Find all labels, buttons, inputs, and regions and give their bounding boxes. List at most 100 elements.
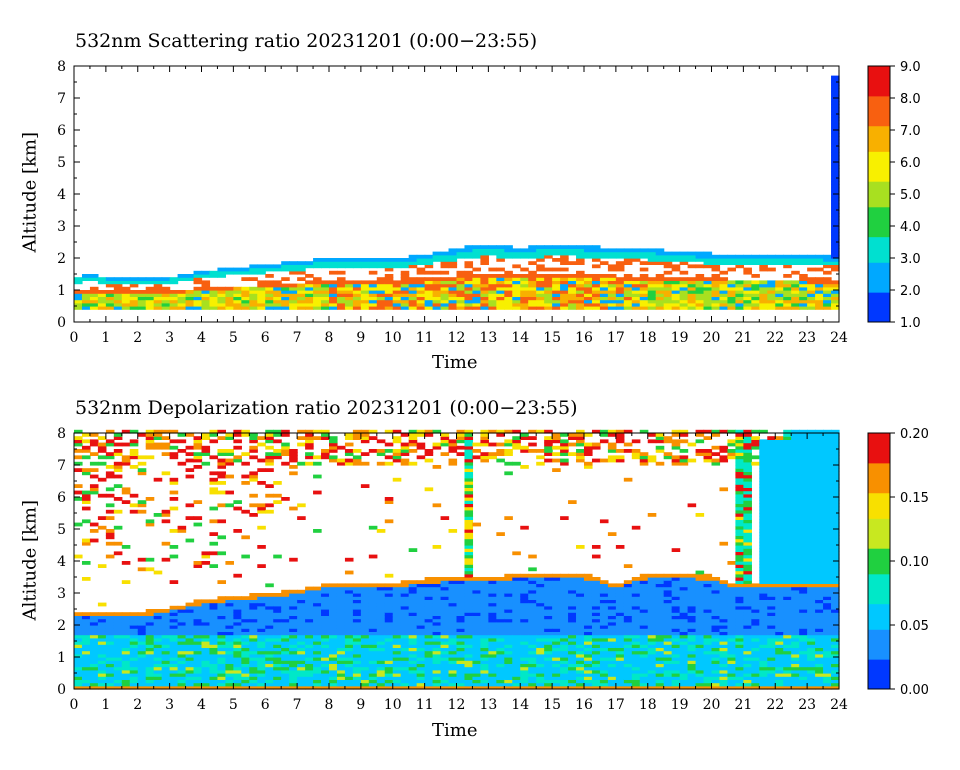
heatmap-cell bbox=[177, 293, 187, 297]
heatmap-cell bbox=[89, 290, 99, 294]
heatmap-cell bbox=[74, 299, 83, 304]
heatmap-cell bbox=[384, 286, 394, 291]
heatmap-cell bbox=[185, 458, 195, 463]
heatmap-cell bbox=[344, 290, 354, 294]
heatmap-cell bbox=[153, 513, 163, 517]
heatmap-cell bbox=[129, 280, 139, 285]
heatmap-cell bbox=[257, 264, 266, 269]
heatmap-cell bbox=[297, 442, 306, 447]
heatmap-cell bbox=[265, 493, 274, 498]
heatmap-cell bbox=[161, 286, 171, 291]
heatmap-cell bbox=[591, 554, 601, 559]
heatmap-cell bbox=[313, 586, 322, 591]
heatmap-cell bbox=[344, 449, 354, 453]
heatmap-cell bbox=[424, 286, 434, 291]
heatmap-cell bbox=[376, 293, 386, 297]
heatmap-cell bbox=[416, 299, 426, 304]
heatmap-cell bbox=[74, 293, 83, 297]
heatmap-cell bbox=[376, 280, 386, 285]
heatmap-cell bbox=[97, 602, 107, 607]
heatmap-cell bbox=[289, 471, 298, 476]
heatmap-cell bbox=[313, 283, 322, 288]
heatmap-cell bbox=[336, 306, 346, 310]
heatmap-cell bbox=[265, 299, 274, 304]
heatmap-cell bbox=[97, 477, 107, 482]
heatmap-cell bbox=[297, 286, 306, 291]
heatmap-cell bbox=[74, 277, 83, 281]
heatmap-cell bbox=[472, 522, 482, 527]
heatmap-cell bbox=[89, 296, 99, 301]
heatmap-cell bbox=[225, 561, 234, 565]
heatmap-cell bbox=[631, 577, 641, 581]
heatmap-cell bbox=[193, 280, 203, 285]
heatmap-cell bbox=[97, 290, 107, 294]
heatmap-cell bbox=[233, 286, 242, 291]
heatmap-cell bbox=[113, 551, 123, 556]
heatmap-cell bbox=[679, 573, 689, 578]
heatmap-cell bbox=[313, 290, 322, 294]
heatmap-cell bbox=[305, 461, 314, 466]
heatmap-cell bbox=[177, 449, 187, 453]
heatmap-cell bbox=[336, 286, 346, 291]
heatmap-cell bbox=[265, 264, 274, 269]
heatmap-cell bbox=[408, 302, 418, 307]
heatmap-cell bbox=[121, 302, 131, 307]
heatmap-cell bbox=[368, 306, 378, 310]
heatmap-cell bbox=[137, 433, 147, 437]
heatmap-cell bbox=[273, 306, 282, 310]
heatmap-cell bbox=[81, 290, 91, 294]
heatmap-cell bbox=[424, 487, 434, 492]
heatmap-cell bbox=[576, 573, 585, 578]
heatmap-cell bbox=[129, 503, 139, 508]
heatmap-cell bbox=[265, 593, 274, 597]
heatmap-cell bbox=[329, 264, 338, 269]
heatmap-cell bbox=[217, 299, 227, 304]
heatmap-cell bbox=[408, 548, 418, 552]
heatmap-cell bbox=[727, 583, 737, 588]
heatmap-cell bbox=[137, 557, 147, 562]
heatmap-cell bbox=[185, 538, 195, 543]
heatmap-cell bbox=[113, 474, 123, 479]
heatmap-cell bbox=[137, 612, 147, 616]
heatmap-cell bbox=[607, 532, 617, 536]
heatmap-cell bbox=[233, 439, 242, 444]
heatmap-cell bbox=[129, 493, 139, 498]
heatmap-cell bbox=[679, 439, 689, 444]
heatmap-cell bbox=[81, 296, 91, 301]
heatmap-cell bbox=[105, 293, 115, 297]
heatmap-cell bbox=[408, 461, 418, 466]
heatmap-cell bbox=[528, 436, 537, 440]
heatmap-cell bbox=[336, 290, 346, 294]
heatmap-cell bbox=[209, 471, 219, 476]
heatmap-cell bbox=[344, 264, 354, 269]
heatmap-cell bbox=[360, 283, 370, 288]
heatmap-cell bbox=[169, 477, 179, 482]
heatmap-cell bbox=[679, 455, 689, 460]
heatmap-cell bbox=[145, 567, 155, 572]
heatmap-cell bbox=[416, 293, 426, 297]
heatmap-cell bbox=[241, 277, 250, 281]
heatmap-cell bbox=[520, 525, 529, 530]
heatmap-cell bbox=[384, 280, 394, 285]
heatmap-cell bbox=[360, 583, 370, 588]
heatmap-cell bbox=[329, 258, 338, 262]
heatmap-cell bbox=[193, 293, 203, 297]
heatmap-cell bbox=[727, 439, 737, 444]
heatmap-cell bbox=[113, 525, 123, 530]
heatmap-cell bbox=[249, 503, 258, 508]
heatmap-cell bbox=[631, 449, 641, 453]
heatmap-cell bbox=[591, 577, 601, 581]
heatmap-cell bbox=[344, 433, 354, 437]
heatmap-cell bbox=[297, 270, 306, 275]
heatmap-cell bbox=[352, 293, 362, 297]
heatmap-cell bbox=[273, 286, 282, 291]
heatmap-cell bbox=[400, 442, 410, 447]
heatmap-cell bbox=[408, 280, 418, 285]
heatmap-cell bbox=[257, 270, 266, 275]
x-axis-label: Time bbox=[432, 352, 478, 373]
heatmap-cell bbox=[201, 306, 211, 310]
heatmap-cell bbox=[528, 567, 537, 572]
scattering-ratio-chart: 0 1 2 3 4 5 6 7 8 9 10 11 12 13 14 15 16 17 18 19 20 21 22 23 24… bbox=[57, 59, 921, 346]
heatmap-cell bbox=[416, 290, 426, 294]
